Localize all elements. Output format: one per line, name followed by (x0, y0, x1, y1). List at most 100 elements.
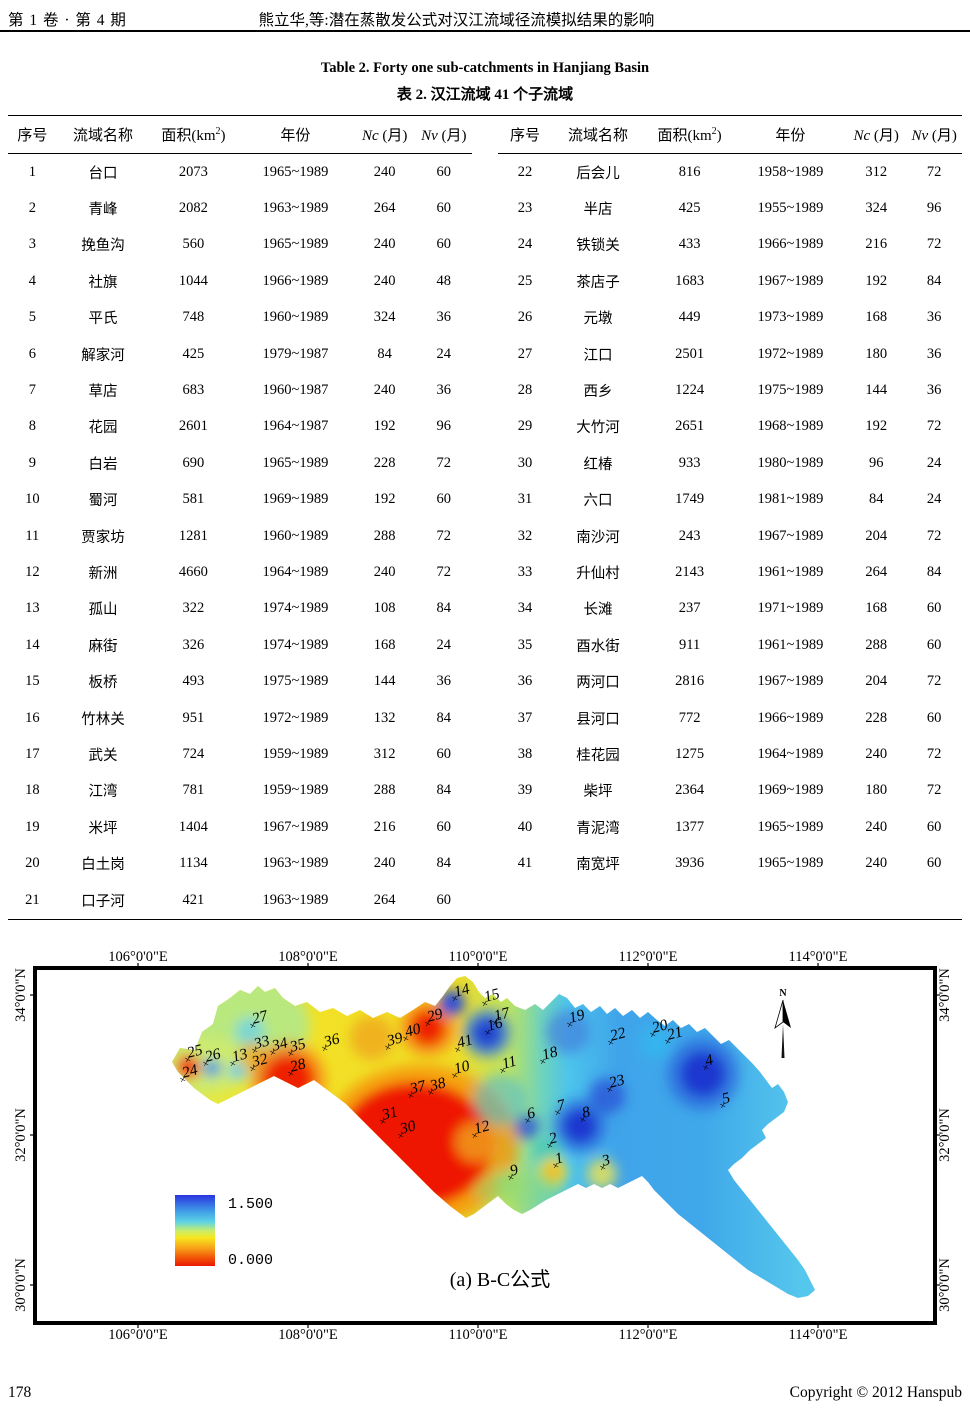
table-row: 10 蜀河 581 1969~1989 192 60 (8, 482, 472, 518)
station-number: 25 (185, 1041, 205, 1061)
cell-nc: 240 (865, 818, 888, 835)
cell-nv: 72 (436, 527, 452, 544)
cell-nv: 48 (436, 272, 452, 289)
cell-name: 蜀河 (88, 493, 118, 510)
station-cross-icon: × (453, 1043, 463, 1057)
cell-nc: 84 (868, 491, 884, 508)
cell-nv: 72 (926, 527, 942, 544)
cell-years: 1972~1989 (757, 345, 824, 362)
table-row: 1 台口 2073 1965~1989 240 60 (8, 154, 472, 191)
cell-years: 1969~1989 (757, 782, 824, 799)
page-footer: 178 Copyright © 2012 Hanspub (8, 1384, 962, 1406)
cell-years: 1967~1989 (757, 527, 824, 544)
cell-name: 麻街 (88, 638, 118, 655)
table-row: 7 草店 683 1960~1987 240 36 (8, 372, 472, 408)
cell-id: 10 (25, 491, 40, 508)
table-row: 9 白岩 690 1965~1989 228 72 (8, 445, 472, 481)
station-cross-icon: × (268, 1046, 278, 1060)
cell-name: 桂花园 (576, 747, 620, 764)
cell-nv: 60 (436, 491, 452, 508)
cell-years: 1971~1989 (757, 600, 824, 617)
cell-nc: 240 (865, 855, 888, 872)
col-nc: Nc (月) (353, 116, 416, 154)
cell-nc: 240 (373, 272, 396, 289)
cell-area: 1044 (178, 272, 208, 289)
col-nv: Nv (月) (906, 116, 962, 154)
north-label: N (779, 988, 787, 999)
table-row: 13 孤山 322 1974~1989 108 84 (8, 591, 472, 627)
legend-max: 1.500 (228, 1196, 273, 1213)
station-number: 11 (500, 1053, 518, 1073)
cell-area: 933 (678, 454, 701, 471)
axis-tick-label: 30°0'0"N (13, 1258, 29, 1312)
cell-nc: 288 (373, 527, 396, 544)
cell-area: 2082 (178, 200, 208, 217)
table-row: 32 南沙河 243 1967~1989 204 72 (498, 518, 962, 554)
station-cross-icon: × (401, 1032, 411, 1046)
cell-name: 红椿 (583, 456, 613, 473)
cell-nv: 60 (436, 200, 452, 217)
station-number: 10 (452, 1057, 472, 1077)
axis-tick-label: 32°0'0"N (937, 1108, 953, 1162)
map-frame (33, 966, 937, 1325)
station-marker: ×28 (286, 1055, 308, 1081)
cell-id: 31 (517, 491, 533, 508)
cell-id: 4 (28, 272, 36, 289)
station-cross-icon: × (248, 1019, 258, 1033)
station-marker: ×11 (498, 1053, 519, 1078)
station-cross-icon: × (565, 1018, 575, 1032)
table-row: 36 两河口 2816 1967~1989 204 72 (498, 663, 962, 699)
cell-years: 1965~1989 (262, 454, 329, 471)
cell-area: 690 (182, 454, 205, 471)
cell-nv: 72 (926, 163, 942, 180)
cell-nv: 60 (436, 745, 452, 762)
cell-name: 茶店子 (576, 274, 620, 291)
cell-nc: 324 (865, 200, 888, 217)
col-nv: Nv (月) (415, 116, 472, 154)
cell-nv: 36 (926, 382, 942, 399)
station-marker: ×39 (383, 1029, 405, 1055)
cell-years: 1963~1989 (262, 855, 329, 872)
cell-nv: 72 (926, 673, 942, 690)
cell-nv: 24 (436, 345, 452, 362)
cell-area: 1404 (178, 818, 208, 835)
cell-years: 1974~1989 (262, 600, 329, 617)
cell-name: 南沙河 (576, 529, 620, 546)
cell-name: 白岩 (88, 456, 118, 473)
cell-years: 1979~1987 (262, 345, 329, 362)
table-row: 31 六口 1749 1981~1989 84 24 (498, 482, 962, 518)
station-marker: ×14 (450, 980, 472, 1006)
station-marker: ×17 (490, 1004, 513, 1030)
cell-id: 8 (28, 418, 36, 435)
station-number: 37 (407, 1077, 429, 1098)
cell-nc: 192 (373, 418, 396, 435)
station-cross-icon: × (605, 1083, 615, 1097)
cell-years: 1959~1989 (262, 745, 329, 762)
station-cross-icon: × (248, 1062, 258, 1076)
cell-area: 425 (182, 345, 205, 362)
axis-labels: 106°0'0"E 106°0'0"E 108°0'0"E 108°0'0"E 110°… (13, 949, 953, 1343)
cell-name: 长滩 (583, 602, 613, 619)
station-cross-icon: × (406, 1089, 416, 1103)
cell-nc: 204 (865, 673, 888, 690)
station-cross-icon: × (450, 1069, 460, 1083)
cell-area: 2601 (178, 418, 208, 435)
axis-tick-label: 34°0'0"N (13, 968, 29, 1022)
cell-id: 12 (25, 563, 40, 580)
station-number: 18 (540, 1043, 560, 1063)
cell-nv: 60 (436, 236, 452, 253)
table-row: 30 红椿 933 1980~1989 96 24 (498, 445, 962, 481)
station-marker: ×22 (606, 1024, 628, 1050)
cell-nc: 180 (865, 782, 888, 799)
cell-nc: 228 (865, 709, 888, 726)
cell-area: 724 (182, 745, 205, 762)
table-row: 17 武关 724 1959~1989 312 60 (8, 736, 472, 772)
table-row: 2 青峰 2082 1963~1989 264 60 (8, 190, 472, 226)
station-cross-icon: × (551, 1159, 561, 1173)
table-row: 34 长滩 237 1971~1989 168 60 (498, 591, 962, 627)
station-number: 35 (287, 1035, 308, 1056)
station-number: 23 (607, 1071, 627, 1091)
station-marker: ×40 (401, 1020, 423, 1046)
table-row: 3 挽鱼沟 560 1965~1989 240 60 (8, 227, 472, 263)
station-number: 40 (403, 1020, 423, 1040)
